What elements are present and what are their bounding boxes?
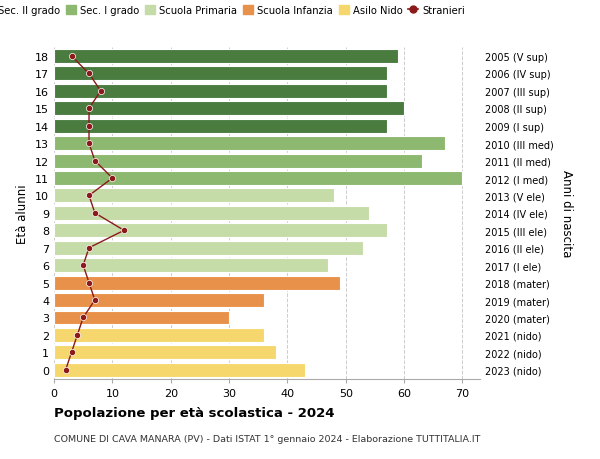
Bar [54,119,386,134]
Bar [54,207,369,220]
Bar [54,50,398,64]
Legend: Sec. II grado, Sec. I grado, Scuola Primaria, Scuola Infanzia, Asilo Nido, Stran: Sec. II grado, Sec. I grado, Scuola Prim… [0,2,469,20]
Bar [54,137,445,151]
Bar [54,154,422,168]
Bar [54,346,276,359]
Bar [54,293,264,308]
Text: Popolazione per età scolastica - 2024: Popolazione per età scolastica - 2024 [54,406,335,419]
Text: COMUNE DI CAVA MANARA (PV) - Dati ISTAT 1° gennaio 2024 - Elaborazione TUTTITALI: COMUNE DI CAVA MANARA (PV) - Dati ISTAT … [54,434,481,443]
Bar [54,363,305,377]
Bar [54,276,340,290]
Bar [54,189,334,203]
Bar [54,328,264,342]
Bar [54,85,386,99]
Y-axis label: Età alunni: Età alunni [16,184,29,243]
Bar [54,102,404,116]
Bar [54,241,363,255]
Bar [54,311,229,325]
Bar [54,67,386,81]
Bar [54,224,386,238]
Bar [54,172,463,185]
Y-axis label: Anni di nascita: Anni di nascita [560,170,573,257]
Bar [54,259,328,273]
